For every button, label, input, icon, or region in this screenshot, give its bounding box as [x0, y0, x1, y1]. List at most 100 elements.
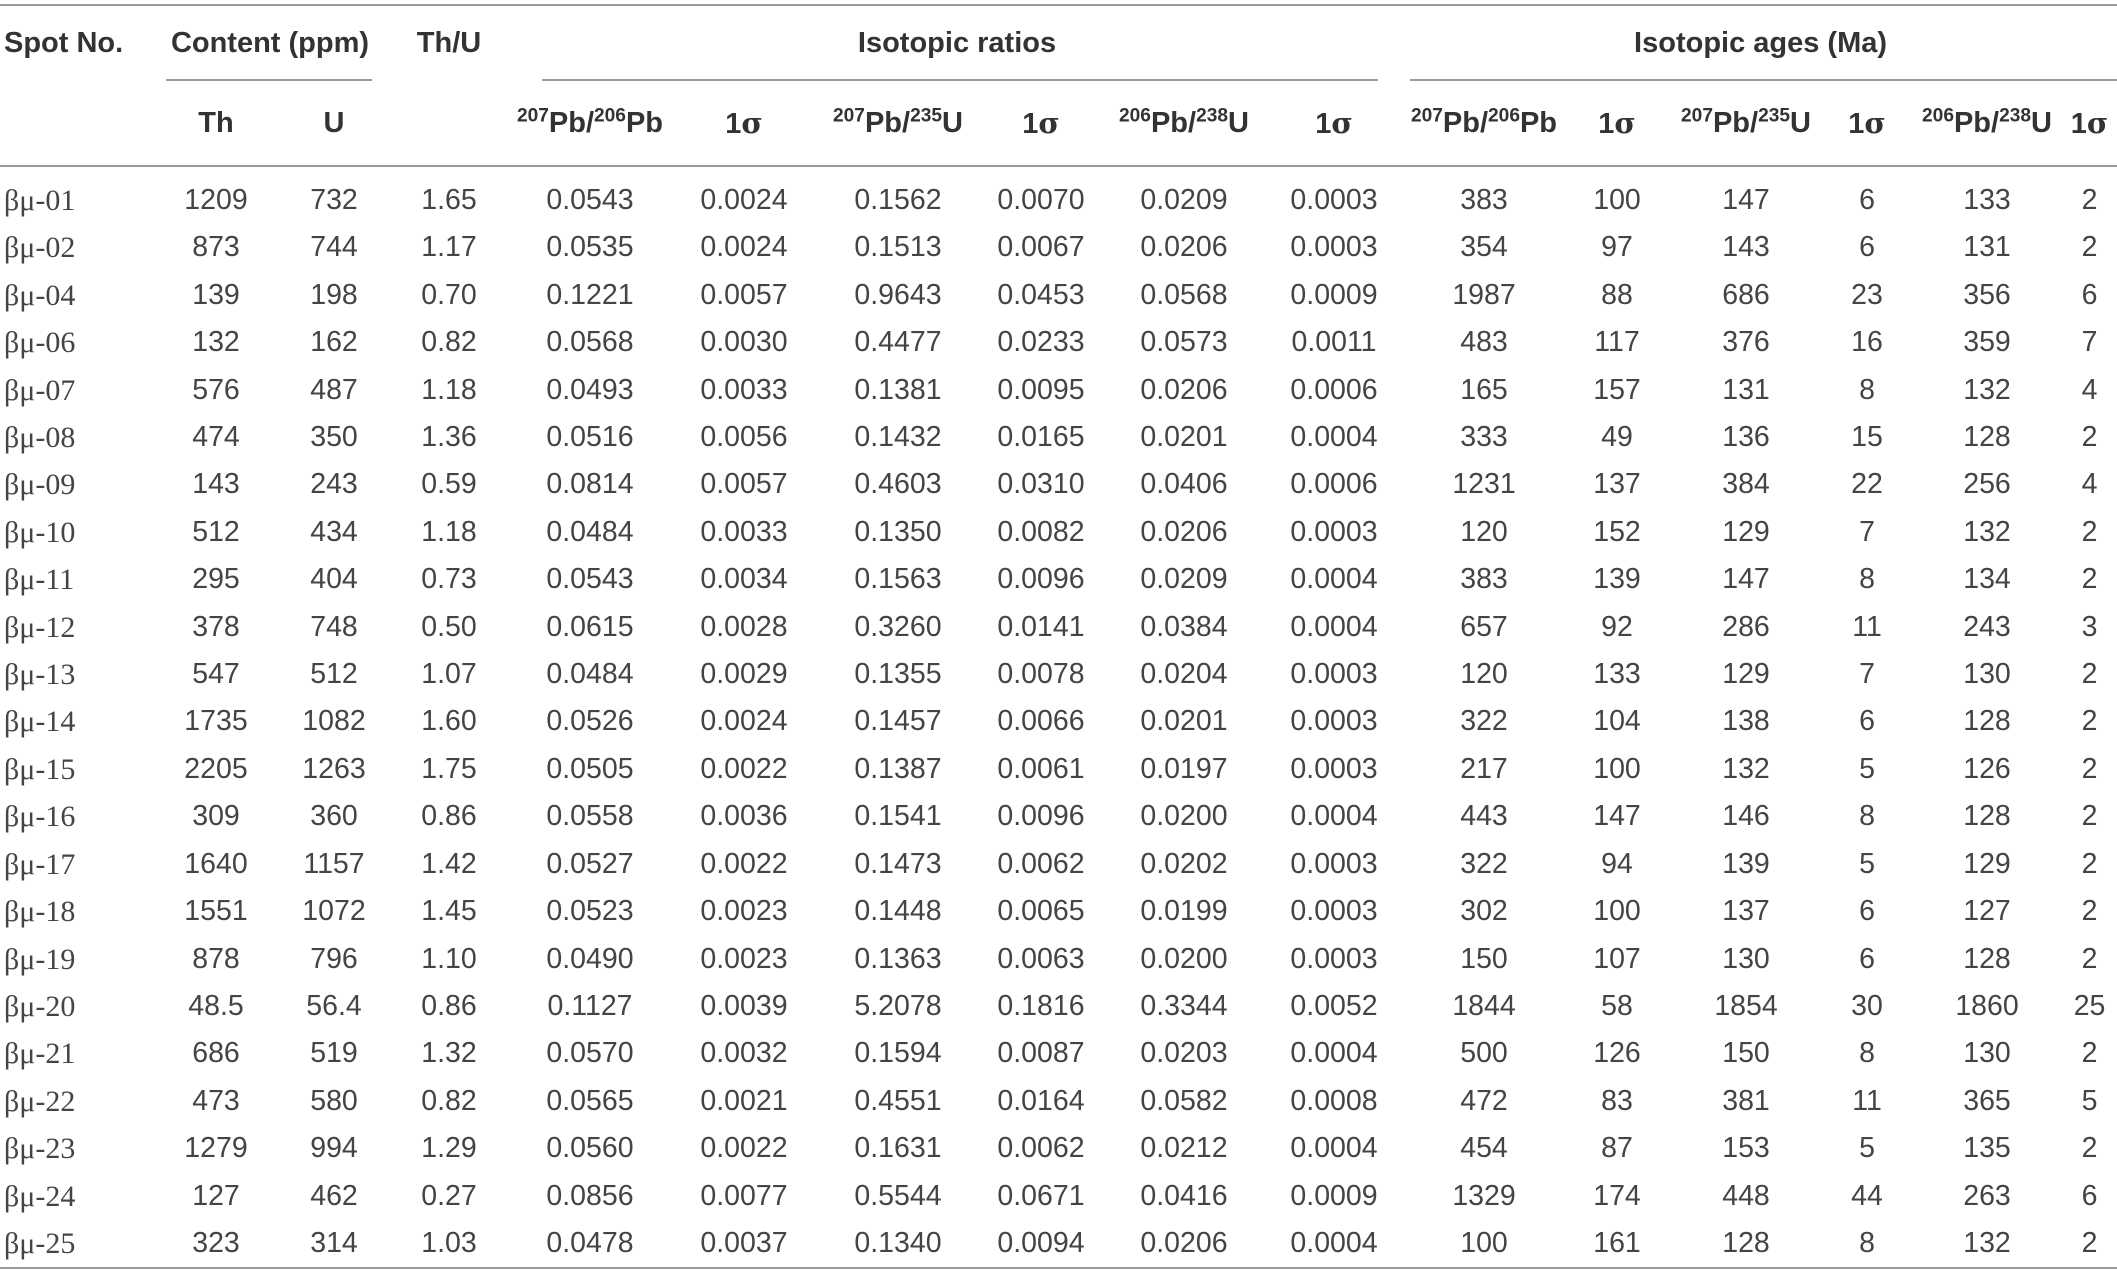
cell-ratio-sigma-2: 0.0063 — [997, 942, 1085, 975]
cell-u: 796 — [310, 942, 358, 975]
cell-ratio-sigma-3: 0.0004 — [1290, 1226, 1378, 1259]
cell-ratio-sigma-3: 0.0008 — [1290, 1084, 1378, 1117]
cell-th: 323 — [192, 1226, 240, 1259]
cell-age-sigma-2: 15 — [1851, 421, 1883, 454]
cell-ratio-pb206-u238: 0.0206 — [1140, 515, 1228, 548]
cell-ratio-sigma-1: 0.0024 — [700, 231, 788, 264]
cell-age-pb206-u238: 243 — [1963, 610, 2011, 643]
cell-age-pb207-pb206: 1329 — [1452, 1179, 1516, 1212]
cell-age-pb207-pb206: 500 — [1460, 1037, 1508, 1070]
cell-age-sigma-2: 6 — [1859, 705, 1875, 738]
cell-ratio-sigma-1: 0.0077 — [700, 1179, 788, 1212]
table-row: βμ-19 878 796 1.10 0.0490 0.0023 0.1363 0.0063 0… — [0, 936, 2117, 983]
cell-ratio-sigma-2: 0.0070 — [997, 184, 1085, 216]
cell-age-pb207-u235: 131 — [1722, 373, 1770, 406]
cell-age-sigma-3: 7 — [2081, 326, 2098, 359]
cell-spot-no: βμ-08 — [4, 421, 76, 455]
cell-age-sigma-3: 2 — [2081, 1226, 2098, 1259]
cell-age-sigma-1: 92 — [1601, 610, 1633, 643]
cell-ratio-pb207-pb206: 0.1127 — [547, 989, 633, 1022]
cell-th: 1209 — [184, 184, 248, 216]
cell-u: 1263 — [302, 752, 366, 785]
cell-ratio-pb207-u235: 5.2078 — [854, 989, 942, 1022]
cell-age-sigma-3: 2 — [2081, 1132, 2098, 1165]
cell-th: 576 — [192, 373, 240, 406]
cell-ratio-pb207-pb206: 0.0484 — [546, 658, 634, 691]
cell-ratio-pb207-u235: 0.1513 — [854, 231, 942, 264]
cell-ratio-sigma-1: 0.0036 — [700, 800, 788, 833]
cell-th: 143 — [192, 468, 240, 501]
cell-age-pb206-u238: 365 — [1963, 1084, 2011, 1117]
cell-ratio-pb206-u238: 0.0199 — [1140, 895, 1228, 928]
cell-th: 512 — [192, 515, 240, 548]
cell-age-pb207-pb206: 217 — [1460, 752, 1508, 785]
cell-th: 2205 — [184, 752, 248, 785]
cell-ratio-sigma-2: 0.0164 — [997, 1084, 1085, 1117]
header-blank-2 — [388, 81, 510, 166]
cell-age-pb206-u238: 128 — [1963, 942, 2011, 975]
cell-u: 512 — [310, 658, 358, 691]
cell-age-sigma-3: 2 — [2081, 421, 2098, 454]
table-row: βμ-01 1209 732 1.65 0.0543 0.0024 0.1562 0.0070… — [0, 166, 2117, 224]
cell-ratio-pb206-u238: 0.0206 — [1140, 373, 1228, 406]
cell-ratio-pb207-u235: 0.4551 — [854, 1084, 942, 1117]
cell-age-pb207-pb206: 322 — [1460, 847, 1508, 880]
cell-ratio-pb207-pb206: 0.0565 — [546, 1084, 634, 1117]
cell-age-sigma-1: 87 — [1601, 1132, 1633, 1165]
cell-u: 1082 — [302, 705, 366, 738]
cell-age-sigma-2: 11 — [1852, 1084, 1882, 1117]
cell-th-u: 1.17 — [421, 231, 477, 264]
cell-spot-no: βμ-25 — [4, 1226, 76, 1260]
cell-th: 127 — [192, 1179, 240, 1212]
cell-spot-no: βμ-20 — [4, 989, 76, 1023]
cell-ratio-sigma-2: 0.0165 — [997, 421, 1085, 454]
cell-ratio-sigma-2: 0.0067 — [997, 231, 1085, 264]
cell-ratio-pb207-u235: 0.1594 — [854, 1037, 942, 1070]
cell-age-sigma-2: 5 — [1859, 847, 1875, 880]
table-header: Spot No. Content (ppm) Th/U Isotopic rat… — [0, 5, 2117, 166]
cell-age-pb207-pb206: 383 — [1460, 563, 1508, 596]
cell-age-sigma-2: 30 — [1851, 989, 1883, 1022]
cell-age-pb206-u238: 359 — [1963, 326, 2011, 359]
cell-ratio-sigma-1: 0.0028 — [700, 610, 788, 643]
cell-u: 314 — [310, 1226, 358, 1259]
table-row: βμ-25 323 314 1.03 0.0478 0.0037 0.1340 0.0094 0… — [0, 1220, 2117, 1269]
cell-ratio-sigma-1: 0.0057 — [700, 278, 788, 311]
cell-ratio-sigma-2: 0.0141 — [997, 610, 1085, 643]
header-age-sigma-3: 1σ — [2070, 105, 2109, 140]
cell-th: 378 — [192, 610, 240, 643]
cell-u: 744 — [310, 231, 358, 264]
cell-age-pb207-pb206: 100 — [1460, 1226, 1508, 1259]
cell-age-sigma-2: 6 — [1859, 231, 1875, 264]
cell-th: 1279 — [184, 1132, 248, 1165]
cell-th: 139 — [192, 278, 240, 311]
table-row: βμ-04 139 198 0.70 0.1221 0.0057 0.9643 0.0453 0… — [0, 272, 2117, 319]
cell-u: 462 — [310, 1179, 358, 1212]
cell-u: 56.4 — [306, 989, 362, 1022]
cell-age-pb207-pb206: 354 — [1460, 231, 1508, 264]
cell-th-u: 0.82 — [421, 1084, 477, 1117]
cell-u: 1157 — [303, 847, 365, 880]
cell-ratio-pb206-u238: 0.0203 — [1140, 1037, 1228, 1070]
cell-ratio-sigma-3: 0.0004 — [1290, 610, 1378, 643]
cell-spot-no: βμ-11 — [4, 563, 75, 597]
cell-spot-no: βμ-19 — [4, 942, 76, 976]
cell-ratio-pb207-u235: 0.1381 — [854, 373, 942, 406]
cell-age-pb207-u235: 130 — [1722, 942, 1770, 975]
cell-ratio-sigma-3: 0.0003 — [1290, 752, 1378, 785]
cell-age-pb206-u238: 356 — [1963, 278, 2011, 311]
cell-th-u: 1.45 — [421, 895, 477, 928]
cell-ratio-sigma-1: 0.0024 — [700, 705, 788, 738]
cell-ratio-pb207-pb206: 0.0527 — [546, 847, 634, 880]
cell-age-sigma-1: 157 — [1593, 373, 1641, 406]
table-row: βμ-16 309 360 0.86 0.0558 0.0036 0.1541 0.0096 0… — [0, 793, 2117, 840]
cell-ratio-sigma-3: 0.0003 — [1290, 658, 1378, 691]
cell-ratio-sigma-3: 0.0004 — [1290, 563, 1378, 596]
table-row: βμ-06 132 162 0.82 0.0568 0.0030 0.4477 0.0233 0… — [0, 319, 2117, 366]
cell-age-pb206-u238: 133 — [1963, 184, 2011, 216]
cell-th-u: 0.73 — [421, 563, 477, 596]
cell-age-pb207-u235: 153 — [1722, 1132, 1770, 1165]
header-spot-no: Spot No. — [4, 27, 124, 59]
cell-th-u: 0.82 — [421, 326, 477, 359]
